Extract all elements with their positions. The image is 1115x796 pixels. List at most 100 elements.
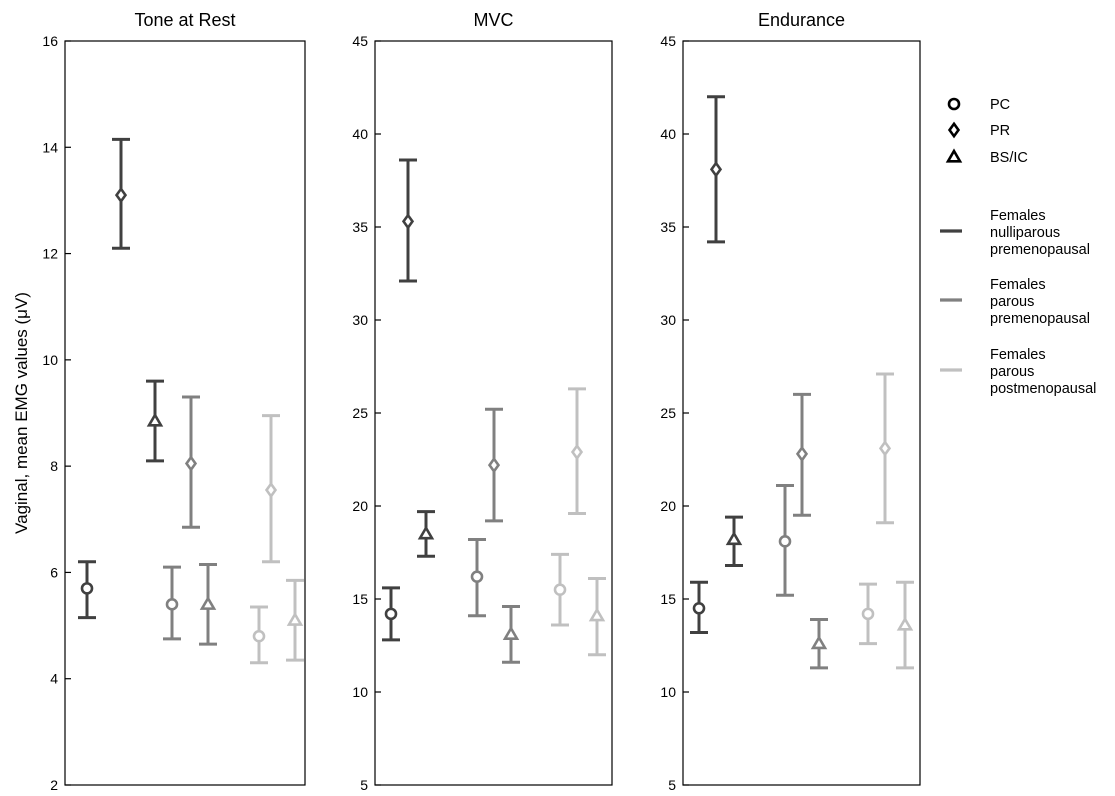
panel-title: Endurance	[758, 10, 845, 30]
panel-mvc: MVC 5 10 15 20 25 30 35 40 45	[352, 10, 613, 793]
bs-ic-marker	[725, 530, 743, 546]
y-tick-label: 45	[352, 33, 368, 49]
pr-marker	[114, 186, 128, 204]
data-point-pr-group-2	[182, 395, 200, 529]
pr-marker	[184, 455, 198, 472]
y-tick-label: 8	[50, 458, 58, 474]
pc-marker	[692, 601, 706, 615]
data-point-pr-group-1	[707, 95, 725, 244]
y-tick-label: 4	[50, 671, 58, 687]
data-point-pc-group-1	[78, 560, 96, 620]
y-tick-label: 25	[352, 405, 368, 421]
data-point-pr-group-3	[568, 387, 586, 515]
data-point-bs-ic-group-3	[896, 580, 914, 670]
data-point-pr-group-1	[112, 137, 130, 250]
y-tick-label: 10	[42, 352, 58, 368]
y-tick-label: 35	[352, 219, 368, 235]
bs-ic-marker	[417, 525, 435, 540]
data-point-bs-ic-group-3	[286, 578, 304, 662]
data-point-pc-group-3	[551, 552, 569, 627]
legend-item-pc: PC	[947, 97, 1010, 113]
legend-label: BS/IC	[990, 150, 1028, 166]
pc-marker	[470, 570, 484, 583]
data-point-bs-ic-group-2	[810, 617, 828, 670]
plot-frame	[64, 40, 306, 786]
legend-label: PR	[990, 123, 1010, 139]
y-tick-label: 30	[660, 312, 676, 328]
pr-marker	[487, 456, 501, 474]
legend-group-label: parous	[990, 364, 1034, 380]
legend-group-label: nulliparous	[990, 225, 1060, 241]
data-point-bs-ic-group-1	[146, 379, 164, 463]
data-point-pc-group-1	[690, 580, 708, 634]
bs-ic-marker	[146, 412, 164, 427]
legend-bs-ic-icon	[945, 148, 963, 163]
y-tick-label: 14	[42, 139, 58, 155]
pc-marker	[80, 582, 94, 595]
pc-marker	[252, 629, 266, 643]
y-tick-label: 16	[42, 33, 58, 49]
y-tick-label: 10	[352, 684, 368, 700]
data-point-pc-group-2	[776, 484, 794, 597]
y-tick-label: 35	[660, 219, 676, 235]
y-tick-label: 20	[352, 498, 368, 514]
data-point-pc-group-3	[250, 605, 268, 665]
y-tick-label: 40	[660, 126, 676, 142]
data-point-pr-group-1	[399, 158, 417, 283]
y-tick-label: 20	[660, 498, 676, 514]
data-point-bs-ic-group-3	[588, 577, 606, 657]
data-point-pc-group-3	[859, 582, 877, 646]
pr-marker	[264, 481, 278, 499]
data-point-pr-group-3	[262, 414, 280, 564]
legend-group-label: premenopausal	[990, 311, 1090, 327]
pr-marker	[878, 439, 892, 457]
data-point-bs-ic-group-1	[417, 510, 435, 558]
bs-ic-marker	[896, 616, 914, 631]
y-tick-label: 40	[352, 126, 368, 142]
y-tick-label: 5	[668, 777, 676, 791]
panel-endurance: Endurance 5 10 15 20 25 30 35 40 45	[660, 10, 921, 793]
bs-ic-marker	[286, 611, 304, 626]
data-point-bs-ic-group-1	[725, 515, 743, 568]
data-point-pr-group-2	[793, 392, 811, 517]
legend-label: PC	[990, 97, 1010, 113]
pc-marker	[384, 607, 398, 621]
data-point-pr-group-3	[876, 372, 894, 525]
bs-ic-marker	[810, 635, 828, 650]
panel-title: MVC	[474, 10, 514, 30]
legend-item-bs-ic: BS/IC	[945, 148, 1028, 166]
bs-ic-marker	[588, 607, 606, 622]
data-point-pr-group-2	[485, 407, 503, 523]
data-point-pc-group-2	[163, 565, 181, 641]
y-tick-label: 6	[50, 564, 58, 580]
legend-pr-icon	[947, 121, 961, 139]
data-point-pc-group-1	[382, 586, 400, 642]
data-point-pc-group-2	[468, 537, 486, 618]
panel-tone-at-rest: Tone at Rest 2 4 6 8 10 12 14 16	[42, 10, 306, 793]
legend-group-label: Females	[990, 208, 1046, 224]
legend-group-label: Females	[990, 347, 1046, 363]
bs-ic-marker	[502, 625, 520, 640]
pc-marker	[165, 598, 179, 611]
pc-marker	[861, 607, 875, 621]
data-point-bs-ic-group-2	[502, 604, 520, 664]
y-tick-label: 15	[352, 591, 368, 607]
pc-marker	[778, 535, 792, 548]
legend: PCPRBS/ICFemalesnulliparouspremenopausal…	[940, 97, 1096, 397]
pr-marker	[795, 445, 809, 463]
y-tick-label: 2	[50, 777, 58, 791]
legend-group-label: postmenopausal	[990, 381, 1096, 397]
data-point-bs-ic-group-2	[199, 562, 217, 646]
legend-pc-icon	[947, 97, 961, 111]
y-tick-label: 5	[360, 777, 368, 791]
y-axis-title: Vaginal, mean EMG values (μV)	[12, 292, 31, 534]
bs-ic-marker	[199, 595, 217, 610]
panel-title: Tone at Rest	[134, 10, 235, 30]
pc-marker	[553, 583, 567, 597]
y-tick-label: 12	[42, 246, 58, 262]
legend-group-label: parous	[990, 294, 1034, 310]
